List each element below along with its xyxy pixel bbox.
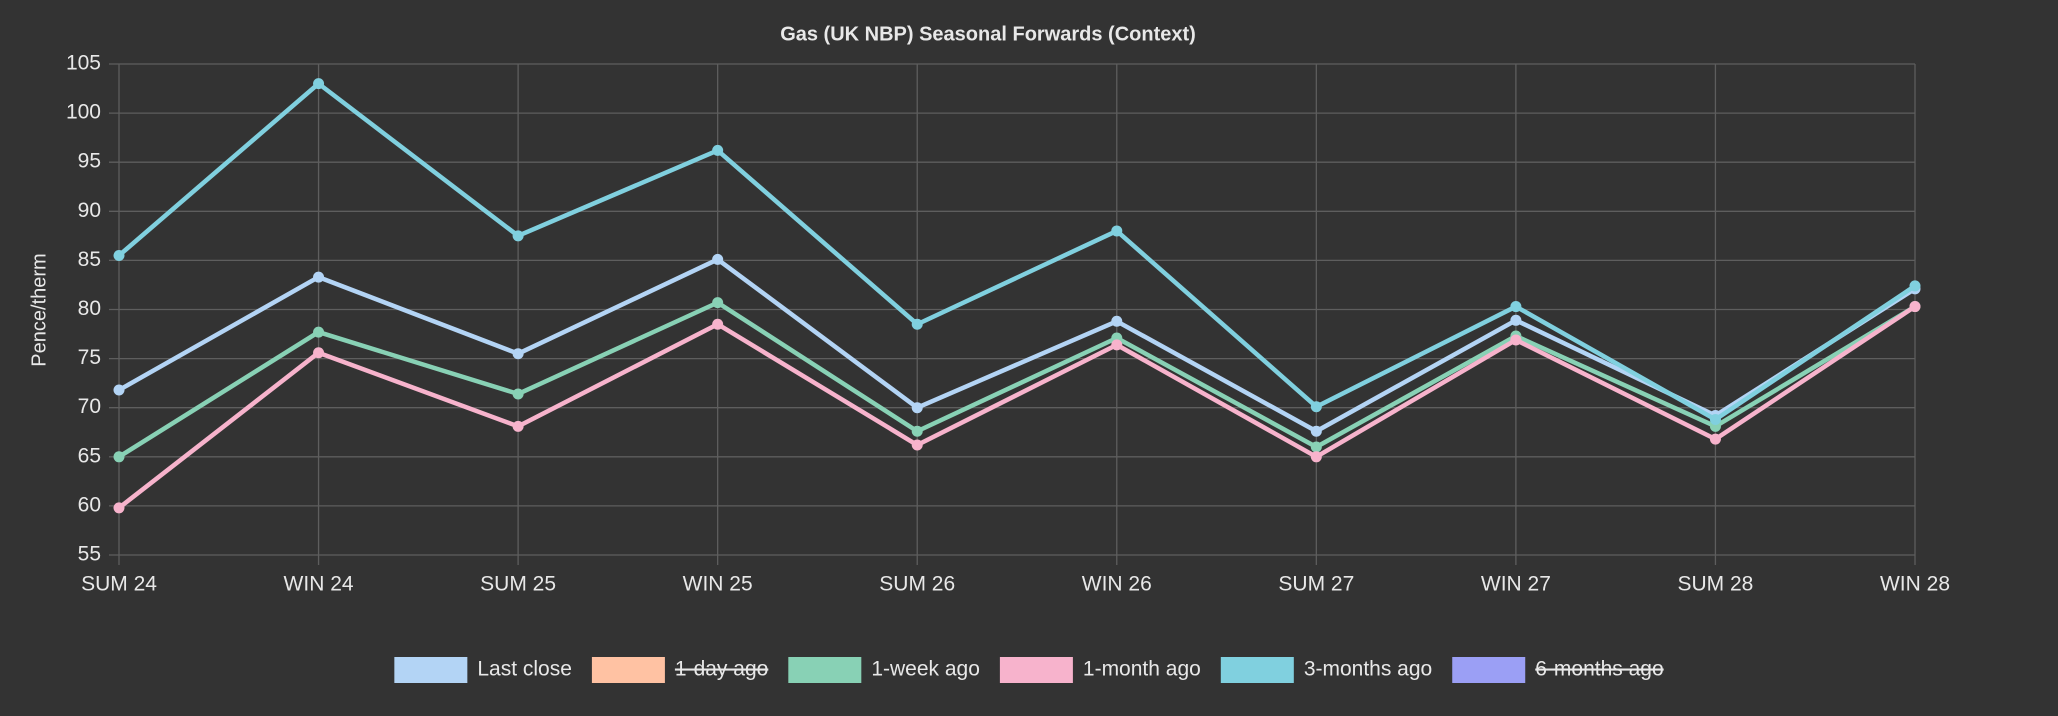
data-point [512, 348, 524, 360]
data-point [712, 144, 724, 156]
legend-label: Last close [477, 658, 572, 681]
x-tick-label: WIN 28 [1880, 573, 1950, 596]
legend-label: 1-month ago [1083, 658, 1201, 681]
data-point [712, 297, 724, 309]
series-line [117, 257, 1917, 434]
legend-label: 1-week ago [871, 658, 980, 681]
y-tick-label: 60 [78, 493, 101, 516]
legend-swatch [999, 657, 1073, 683]
legend-swatch [788, 657, 862, 683]
y-tick-label: 100 [66, 101, 101, 124]
data-point [1111, 315, 1123, 327]
y-tick-label: 65 [78, 444, 101, 467]
data-point [1909, 301, 1921, 313]
y-tick-label: 80 [78, 297, 101, 320]
data-point [1310, 425, 1322, 437]
data-point [1310, 441, 1322, 453]
data-point [113, 249, 125, 261]
y-tick-label: 90 [78, 199, 101, 222]
data-point [1310, 451, 1322, 463]
legend-swatch [1220, 657, 1294, 683]
data-point [113, 502, 125, 514]
y-tick-label: 95 [78, 150, 101, 173]
chart-title: Gas (UK NBP) Seasonal Forwards (Context) [780, 23, 1196, 45]
legend-label: 1-day ago [675, 658, 768, 681]
data-point [1909, 280, 1921, 292]
data-point [712, 318, 724, 330]
x-tick-label: WIN 26 [1082, 573, 1152, 596]
data-point [1709, 433, 1721, 445]
x-tick-label: WIN 25 [683, 573, 753, 596]
data-point [712, 253, 724, 265]
series-line [117, 300, 1917, 459]
legend-swatch [1452, 657, 1526, 683]
x-tick-label: SUM 26 [879, 573, 955, 596]
series-line [117, 81, 1917, 422]
data-point [313, 326, 325, 338]
data-point [512, 420, 524, 432]
data-point [1510, 301, 1522, 313]
data-point [1111, 339, 1123, 351]
x-tick-label: WIN 27 [1481, 573, 1551, 596]
y-tick-label: 75 [78, 346, 101, 369]
data-point [1510, 334, 1522, 346]
data-point [1310, 401, 1322, 413]
y-tick-label: 55 [78, 543, 101, 566]
legend-swatch [591, 657, 665, 683]
y-tick-label: 105 [66, 52, 101, 75]
data-point [911, 402, 923, 414]
legend-swatch [394, 657, 468, 683]
data-point [911, 439, 923, 451]
legend-label: 3-months ago [1304, 658, 1432, 681]
data-point [313, 271, 325, 283]
x-tick-label: WIN 24 [284, 573, 354, 596]
legend-label: 6-months ago [1535, 658, 1663, 681]
data-point [911, 425, 923, 437]
data-point [512, 388, 524, 400]
data-point [1111, 225, 1123, 237]
x-tick-label: SUM 24 [81, 573, 157, 596]
series-line [117, 304, 1917, 510]
y-axis-label: Pence/therm [28, 253, 50, 366]
data-point [512, 230, 524, 242]
data-point [1510, 314, 1522, 326]
x-tick-label: SUM 28 [1678, 573, 1754, 596]
x-tick-label: SUM 25 [480, 573, 556, 596]
data-point [313, 347, 325, 359]
data-point [1709, 413, 1721, 425]
data-point [313, 78, 325, 90]
y-tick-label: 85 [78, 248, 101, 271]
data-point [113, 451, 125, 463]
y-tick-label: 70 [78, 395, 101, 418]
data-point [113, 384, 125, 396]
x-tick-label: SUM 27 [1278, 573, 1354, 596]
data-point [911, 318, 923, 330]
